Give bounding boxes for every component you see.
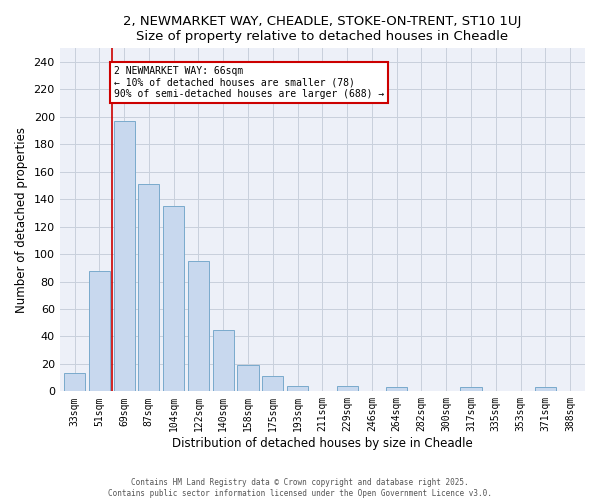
Bar xyxy=(89,270,110,392)
Bar xyxy=(163,206,184,392)
Bar xyxy=(139,184,160,392)
Bar xyxy=(262,376,283,392)
Bar xyxy=(386,387,407,392)
Text: 2 NEWMARKET WAY: 66sqm
← 10% of detached houses are smaller (78)
90% of semi-det: 2 NEWMARKET WAY: 66sqm ← 10% of detached… xyxy=(114,66,385,100)
Bar xyxy=(535,387,556,392)
Y-axis label: Number of detached properties: Number of detached properties xyxy=(15,127,28,313)
Bar xyxy=(212,330,234,392)
Bar xyxy=(287,386,308,392)
Bar xyxy=(337,386,358,392)
Bar xyxy=(460,387,482,392)
Bar xyxy=(188,261,209,392)
Bar xyxy=(238,366,259,392)
Title: 2, NEWMARKET WAY, CHEADLE, STOKE-ON-TRENT, ST10 1UJ
Size of property relative to: 2, NEWMARKET WAY, CHEADLE, STOKE-ON-TREN… xyxy=(123,15,521,43)
X-axis label: Distribution of detached houses by size in Cheadle: Distribution of detached houses by size … xyxy=(172,437,473,450)
Bar xyxy=(113,121,134,392)
Text: Contains HM Land Registry data © Crown copyright and database right 2025.
Contai: Contains HM Land Registry data © Crown c… xyxy=(108,478,492,498)
Bar xyxy=(64,374,85,392)
